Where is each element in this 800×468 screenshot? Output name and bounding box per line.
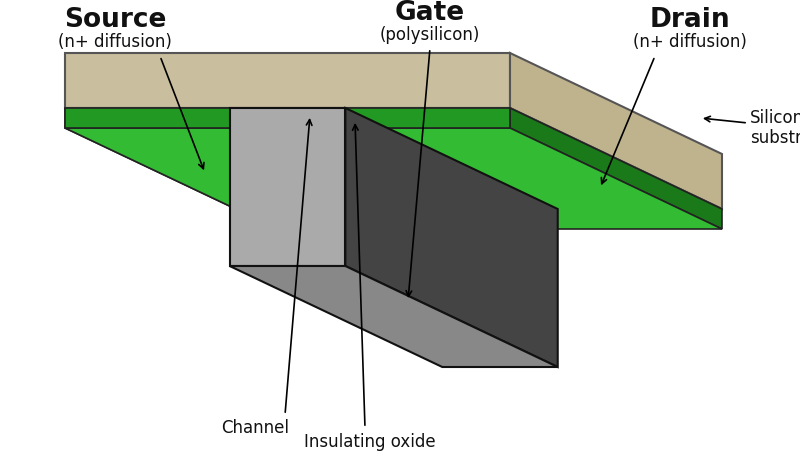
Polygon shape (65, 108, 278, 229)
Polygon shape (65, 53, 510, 108)
Polygon shape (510, 53, 722, 209)
Polygon shape (317, 108, 529, 229)
Text: (n+ diffusion): (n+ diffusion) (633, 33, 747, 51)
Text: Source: Source (64, 7, 166, 33)
Polygon shape (230, 266, 558, 367)
Polygon shape (258, 113, 529, 214)
Text: Drain: Drain (650, 7, 730, 33)
Polygon shape (510, 108, 722, 229)
Text: (n+ diffusion): (n+ diffusion) (58, 33, 172, 51)
Polygon shape (65, 108, 258, 128)
Polygon shape (317, 108, 510, 128)
Text: Insulating oxide: Insulating oxide (304, 433, 436, 451)
Polygon shape (230, 120, 558, 221)
Polygon shape (230, 113, 346, 120)
Polygon shape (258, 108, 471, 229)
Polygon shape (258, 108, 317, 113)
Polygon shape (65, 128, 471, 229)
Polygon shape (230, 108, 346, 266)
Polygon shape (317, 128, 722, 229)
Polygon shape (346, 108, 558, 367)
Text: Channel: Channel (221, 419, 289, 437)
Polygon shape (65, 108, 722, 209)
Text: Silicon
substrate: Silicon substrate (750, 109, 800, 147)
Text: Gate: Gate (395, 0, 465, 26)
Text: (polysilicon): (polysilicon) (380, 26, 480, 44)
